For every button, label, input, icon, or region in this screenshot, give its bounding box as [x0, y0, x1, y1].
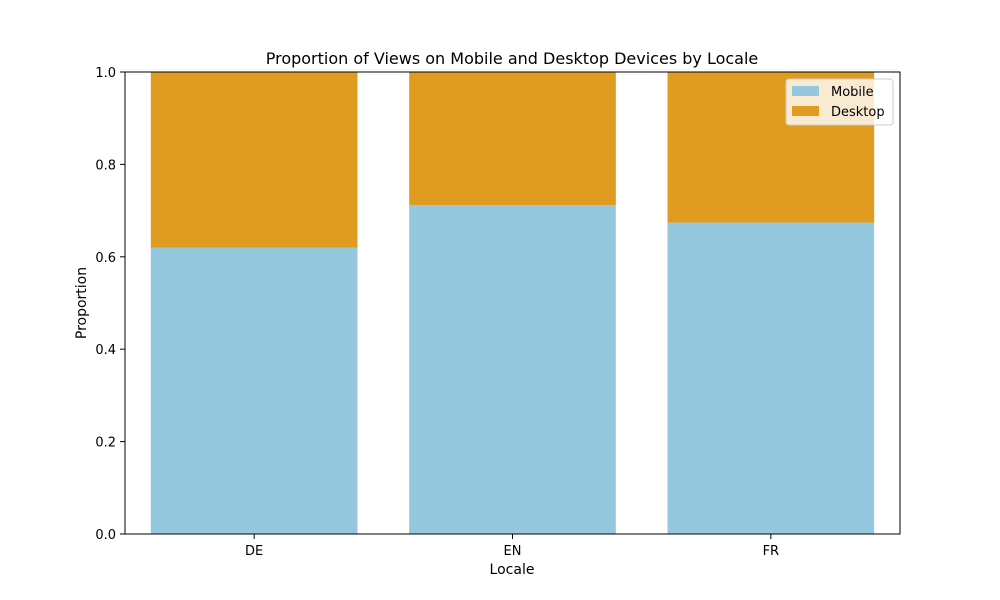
- bar-mobile-de: [150, 247, 358, 534]
- y-tick-label: 0.6: [95, 251, 116, 266]
- legend-swatch-mobile: [792, 86, 819, 96]
- y-axis-ticks: 0.0 0.2 0.4 0.6 0.8 1.0: [95, 66, 125, 543]
- x-tick-label: DE: [245, 544, 263, 559]
- bar-mobile-en: [409, 205, 616, 534]
- y-tick-label: 0.4: [95, 343, 116, 358]
- y-tick-label: 0.0: [95, 528, 116, 543]
- legend: Mobile Desktop: [785, 78, 894, 126]
- chart-title: Proportion of Views on Mobile and Deskto…: [266, 49, 759, 68]
- x-tick-label: FR: [763, 544, 780, 559]
- legend-label-desktop: Desktop: [831, 105, 885, 120]
- legend-label-mobile: Mobile: [831, 85, 874, 100]
- y-axis-label: Proportion: [74, 267, 90, 339]
- y-tick-label: 1.0: [95, 66, 116, 81]
- x-axis-label: Locale: [490, 562, 535, 578]
- y-tick-label: 0.8: [95, 158, 116, 173]
- bar-desktop-de: [150, 72, 358, 248]
- legend-swatch-desktop: [792, 106, 819, 116]
- bar-mobile-fr: [667, 222, 875, 534]
- x-tick-label: EN: [504, 544, 522, 559]
- y-tick-label: 0.2: [95, 436, 116, 451]
- bar-desktop-en: [409, 72, 616, 206]
- bars-group: [150, 72, 875, 534]
- x-axis-ticks: DE EN FR: [245, 534, 779, 559]
